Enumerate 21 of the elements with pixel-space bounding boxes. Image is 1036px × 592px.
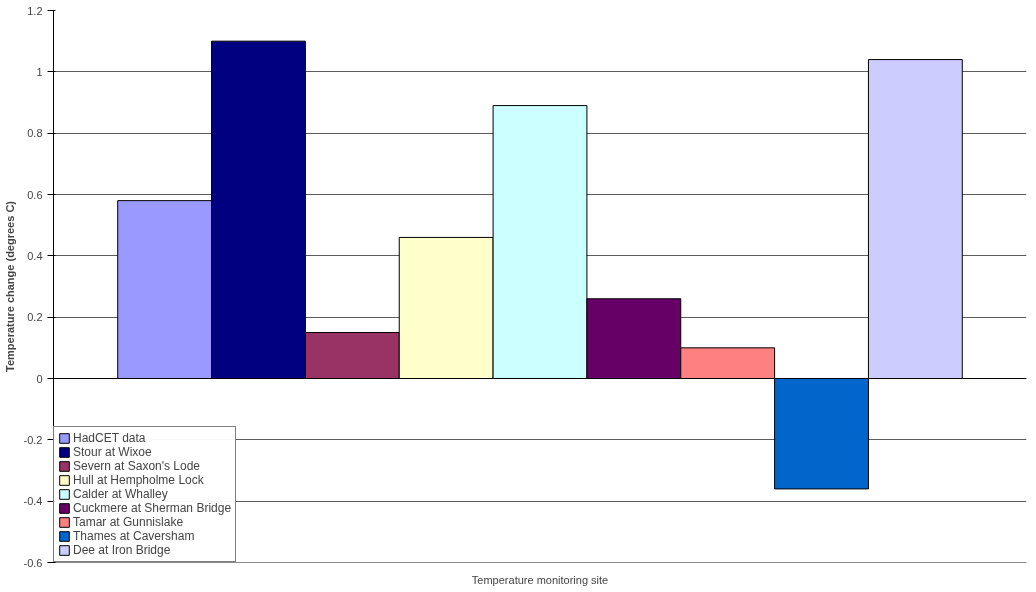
legend-label: Dee at Iron Bridge (73, 543, 171, 557)
y-axis-title: Temperature change (degrees C) (3, 200, 16, 372)
legend-label: Stour at Wixoe (73, 445, 152, 459)
y-tick-label: 0.4 (27, 249, 43, 262)
legend-label: Tamar at Gunnislake (73, 515, 184, 529)
y-tick-label: 0.8 (27, 127, 43, 140)
legend-label: HadCET data (73, 431, 146, 445)
y-tick-label: -0.4 (23, 495, 43, 508)
x-axis-title: Temperature monitoring site (471, 573, 609, 586)
y-tick-label: 0.2 (27, 311, 43, 324)
legend-label: Severn at Saxon's Lode (73, 459, 201, 473)
legend-label: Cuckmere at Sherman Bridge (73, 501, 232, 515)
y-tick-label: 0 (36, 372, 43, 385)
y-tick-label: 1 (36, 65, 43, 78)
y-tick-label: 1.2 (27, 4, 43, 17)
y-tick-label: -0.2 (23, 433, 43, 446)
legend-label: Hull at Hempholme Lock (73, 473, 204, 487)
legend-label: Thames at Caversham (73, 529, 195, 543)
y-tick-label: -0.6 (23, 556, 43, 569)
y-tick-label: 0.6 (27, 188, 43, 201)
legend-label: Calder at Whalley (73, 487, 168, 501)
